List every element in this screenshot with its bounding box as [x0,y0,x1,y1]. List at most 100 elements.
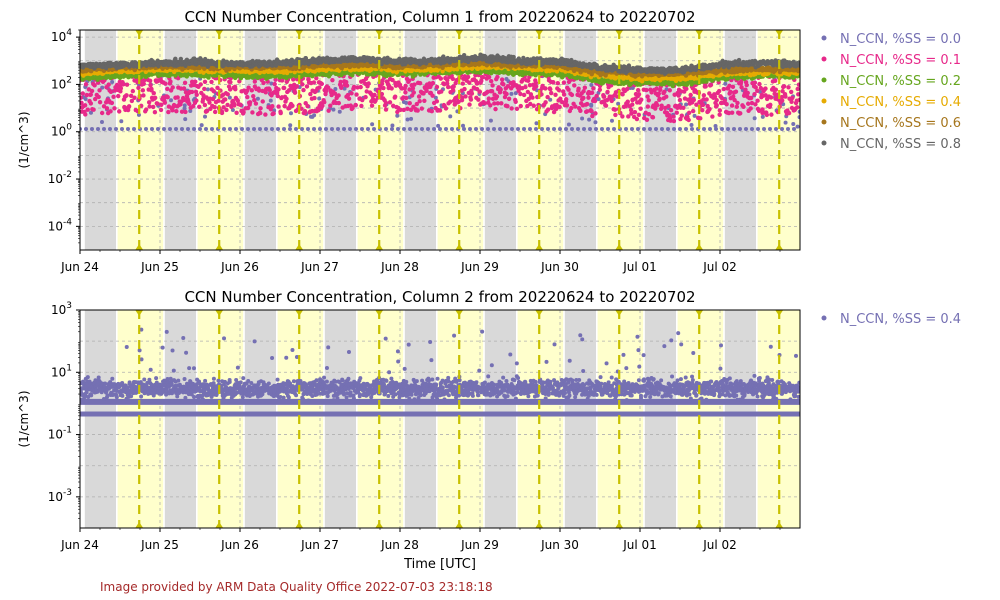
data-point [276,127,280,132]
data-point [585,101,590,107]
data-point [463,94,468,99]
data-point [714,103,719,108]
data-point [258,110,263,116]
data-point [701,93,707,98]
data-point [300,82,305,87]
data-point [359,103,364,109]
data-point [312,95,317,101]
data-point [569,92,575,98]
data-point [748,95,754,101]
data-point [189,89,195,95]
data-point [370,122,375,127]
data-point [141,93,146,98]
data-point [117,109,122,114]
data-point [324,88,329,94]
data-point [333,86,338,91]
data-point [312,127,316,132]
data-point [393,83,399,88]
data-point [462,86,467,92]
data-point [434,99,440,104]
data-point [521,92,527,98]
data-point [659,103,664,108]
data-point [589,82,594,87]
data-point [395,109,400,115]
data-point [212,109,218,115]
data-point [794,105,800,110]
data-point [666,127,670,132]
data-point [635,88,641,93]
data-point [169,98,174,103]
data-point [419,106,425,111]
data-point [92,96,98,102]
data-point [216,98,221,104]
data-point [194,98,199,103]
data-point [118,86,124,91]
data-point [748,106,753,111]
data-point [305,103,310,109]
data-point [100,85,105,90]
data-point [668,118,673,123]
data-point [757,81,762,87]
data-point [510,127,514,132]
data-point [677,97,683,103]
data-point [197,104,202,109]
data-point [564,103,570,108]
data-point [702,127,706,132]
data-point [768,102,773,108]
data-point [528,101,533,107]
data-point [726,110,732,116]
data-point [662,89,667,94]
data-point [401,107,406,113]
data-point [479,78,484,84]
data-point [438,76,444,81]
data-point [120,127,124,132]
data-point [533,84,539,89]
data-point [194,92,199,97]
data-point [430,80,436,86]
data-point [174,127,178,132]
data-point [594,127,598,132]
data-point [250,110,255,115]
data-point [448,114,453,119]
data-point [272,81,277,87]
data-point [292,90,298,95]
data-point [439,89,444,94]
data-point [654,102,660,108]
data-point [294,127,298,132]
data-point [408,127,412,132]
data-point [744,127,748,132]
data-point [731,94,736,99]
data-point [657,96,662,102]
data-point [646,98,651,103]
data-point [490,83,495,88]
data-point [82,103,88,108]
data-point [797,109,800,114]
data-point [729,103,735,108]
data-point [228,127,232,132]
data-point [551,109,557,115]
data-point [268,98,273,103]
data-point [430,93,435,98]
data-point [545,107,551,112]
data-point [84,92,89,98]
data-point [486,127,490,132]
data-point [738,79,744,84]
data-point [162,100,168,105]
data-point [630,127,634,132]
data-point [752,91,757,97]
data-point [288,111,293,116]
data-point [717,108,723,113]
data-point [410,86,416,91]
data-point [235,98,241,104]
data-point [97,99,103,105]
data-point [582,127,586,132]
data-point [763,86,768,91]
data-point [151,91,156,96]
data-point [499,77,505,82]
data-point [179,109,185,114]
data-point [312,113,317,118]
data-point [461,123,466,128]
data-point [632,109,638,115]
data-point [422,98,427,104]
data-point [168,79,173,84]
